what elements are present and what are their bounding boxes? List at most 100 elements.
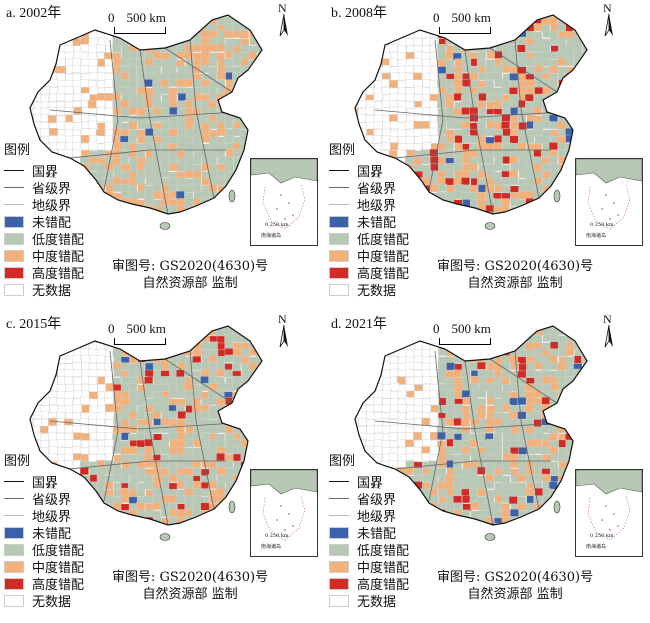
prefecture-cell xyxy=(143,65,153,74)
prefecture-cell xyxy=(581,136,587,145)
prefecture-cell xyxy=(580,410,587,419)
prefecture-cell xyxy=(365,30,375,39)
prefecture-cell xyxy=(549,100,558,109)
prefecture-cell xyxy=(113,205,123,214)
prefecture-cell xyxy=(136,397,146,406)
prefecture-cell xyxy=(32,52,41,61)
prefecture-cell xyxy=(97,405,107,414)
prefecture-cell xyxy=(87,120,97,129)
prefecture-cell xyxy=(542,205,552,213)
prefecture-cell xyxy=(216,127,226,136)
prefecture-cell xyxy=(533,51,543,60)
prefecture-cell xyxy=(557,93,567,102)
prefecture-cell xyxy=(526,396,536,405)
prefecture-cell xyxy=(566,16,576,25)
prefecture-cell xyxy=(540,460,550,469)
prefecture-cell xyxy=(232,29,242,38)
prefecture-cell xyxy=(33,349,43,358)
prefecture-cell xyxy=(209,326,219,330)
prefecture-cell xyxy=(167,376,177,385)
prefecture-cell xyxy=(398,404,408,413)
prefecture-cell xyxy=(121,468,130,476)
prefecture-cell xyxy=(192,23,202,31)
prefecture-cell xyxy=(476,348,486,357)
legend-label: 未错配 xyxy=(32,216,72,231)
prefecture-cell xyxy=(168,326,178,329)
prefecture-cell xyxy=(525,135,535,144)
prefecture-cell xyxy=(421,417,431,426)
prefecture-cell xyxy=(56,391,66,400)
prefecture-cell xyxy=(96,432,106,441)
prefecture-cell xyxy=(144,157,154,166)
prefecture-cell xyxy=(136,101,146,110)
prefecture-cell xyxy=(541,38,551,47)
prefecture-cell xyxy=(209,213,219,214)
prefecture-cell xyxy=(200,516,210,525)
prefecture-cell xyxy=(534,86,544,95)
prefecture-cell xyxy=(558,418,568,427)
prefecture-cell xyxy=(414,191,424,200)
prefecture-cell xyxy=(525,426,535,435)
prefecture-cell xyxy=(160,383,170,392)
prefecture-cell xyxy=(104,170,114,179)
prefecture-cell xyxy=(256,377,262,385)
prefecture-cell xyxy=(200,191,210,199)
prefecture-cell xyxy=(224,58,234,67)
prefecture-cell xyxy=(72,439,82,448)
prefecture-cell xyxy=(73,335,83,344)
prefecture-cell xyxy=(430,509,440,518)
prefecture-cell xyxy=(550,440,560,448)
prefecture-cell xyxy=(358,37,368,46)
prefecture-cell xyxy=(208,15,218,18)
prefecture-cell xyxy=(421,503,431,512)
prefecture-cell xyxy=(508,87,518,96)
prefecture-cell xyxy=(239,170,249,179)
prefecture-cell xyxy=(30,121,33,130)
prefecture-cell xyxy=(501,355,511,364)
prefecture-cell xyxy=(239,183,249,192)
prefecture-cell xyxy=(168,87,178,96)
prefecture-cell xyxy=(405,52,415,60)
prefecture-cell xyxy=(366,411,376,420)
prefecture-cell xyxy=(461,107,471,116)
prefecture-cell xyxy=(355,397,359,406)
prefecture-cell xyxy=(192,183,201,192)
prefecture-cell xyxy=(542,383,552,392)
prefecture-cell xyxy=(381,100,391,109)
prefecture-cell xyxy=(518,156,528,165)
prefecture-cell xyxy=(486,127,495,136)
prefecture-cell xyxy=(565,468,575,477)
prefecture-cell xyxy=(358,51,368,60)
prefecture-cell xyxy=(112,517,122,525)
prefecture-cell xyxy=(184,326,194,329)
prefecture-cell xyxy=(414,390,424,399)
prefecture-cell xyxy=(232,481,242,490)
prefecture-cell xyxy=(413,453,423,462)
legend-label: 未错配 xyxy=(357,527,397,542)
prefecture-cell xyxy=(557,15,567,19)
prefecture-cell xyxy=(382,121,392,130)
legend-item: 高度错配 xyxy=(4,575,84,593)
prefecture-cell xyxy=(184,502,194,511)
prefecture-cell xyxy=(582,376,587,385)
prefecture-cell xyxy=(209,204,219,213)
legend-item: 国界 xyxy=(4,162,84,180)
prefecture-cell xyxy=(247,326,257,330)
prefecture-cell xyxy=(33,113,43,122)
prefecture-cell xyxy=(47,115,57,124)
legend-label: 地级界 xyxy=(32,510,72,525)
province-boundary xyxy=(394,149,551,159)
prefecture-cell xyxy=(136,58,146,67)
prefecture-cell xyxy=(557,135,566,144)
prefecture-cell xyxy=(509,15,519,24)
prefecture-cell xyxy=(240,482,250,491)
prefecture-cell xyxy=(389,410,399,419)
prefecture-cell xyxy=(145,524,155,525)
prefecture-cell xyxy=(30,341,35,350)
prefecture-cell xyxy=(581,129,587,138)
scale-distance: 500 km xyxy=(451,10,491,25)
prefecture-cell xyxy=(144,426,154,434)
prefecture-cell xyxy=(72,404,82,413)
prefecture-cell xyxy=(573,149,582,158)
prefecture-cell xyxy=(533,438,542,447)
